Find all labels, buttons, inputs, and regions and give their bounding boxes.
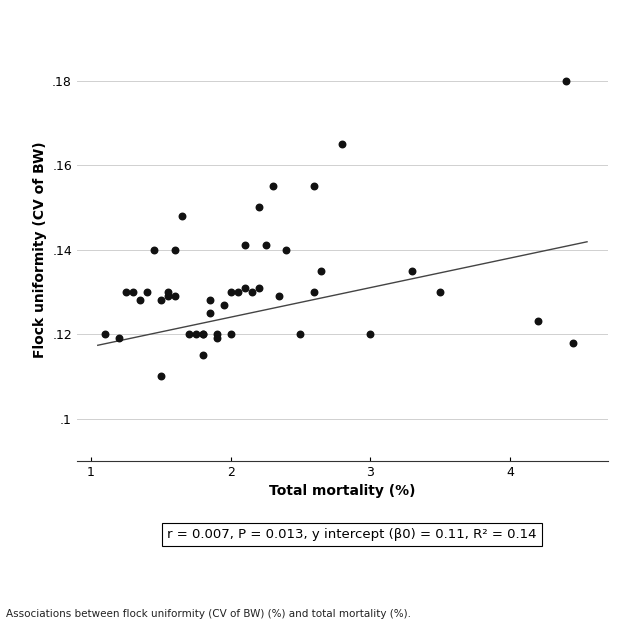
X-axis label: Total mortality (%): Total mortality (%) <box>269 484 415 498</box>
Point <box>309 181 319 191</box>
Point <box>282 244 292 255</box>
Point <box>163 291 173 301</box>
Point <box>211 333 221 344</box>
Point <box>239 282 250 292</box>
Point <box>316 266 326 276</box>
Point <box>268 181 278 191</box>
Point <box>295 329 305 339</box>
Point <box>232 287 243 297</box>
Point <box>246 287 257 297</box>
Point <box>184 329 194 339</box>
Point <box>407 266 417 276</box>
Point <box>134 295 145 305</box>
Point <box>435 287 445 297</box>
Point <box>198 329 208 339</box>
Point <box>127 287 138 297</box>
Point <box>191 329 201 339</box>
Point <box>225 329 236 339</box>
Point <box>156 295 166 305</box>
Point <box>239 240 250 250</box>
Point <box>253 202 264 212</box>
Text: r = 0.007, P = 0.013, y intercept (β0) = 0.11, R² = 0.14: r = 0.007, P = 0.013, y intercept (β0) =… <box>167 528 537 541</box>
Point <box>156 371 166 381</box>
Point <box>198 350 208 360</box>
Point <box>170 244 180 255</box>
Point <box>275 291 285 301</box>
Point <box>204 295 214 305</box>
Point <box>163 287 173 297</box>
Point <box>365 329 376 339</box>
Point <box>198 329 208 339</box>
Point <box>561 76 571 86</box>
Point <box>253 282 264 292</box>
Point <box>204 308 214 318</box>
Point <box>337 139 348 149</box>
Point <box>309 287 319 297</box>
Point <box>218 300 228 310</box>
Point <box>170 291 180 301</box>
Point <box>177 211 187 221</box>
Point <box>225 287 236 297</box>
Point <box>211 329 221 339</box>
Y-axis label: Flock uniformity (CV of BW): Flock uniformity (CV of BW) <box>33 141 47 358</box>
Point <box>568 337 578 348</box>
Point <box>141 287 152 297</box>
Point <box>100 329 110 339</box>
Point <box>260 240 271 250</box>
Point <box>114 333 124 344</box>
Point <box>148 244 159 255</box>
Point <box>533 316 543 326</box>
Point <box>120 287 131 297</box>
Text: Associations between flock uniformity (CV of BW) (%) and total mortality (%).: Associations between flock uniformity (C… <box>6 609 412 620</box>
